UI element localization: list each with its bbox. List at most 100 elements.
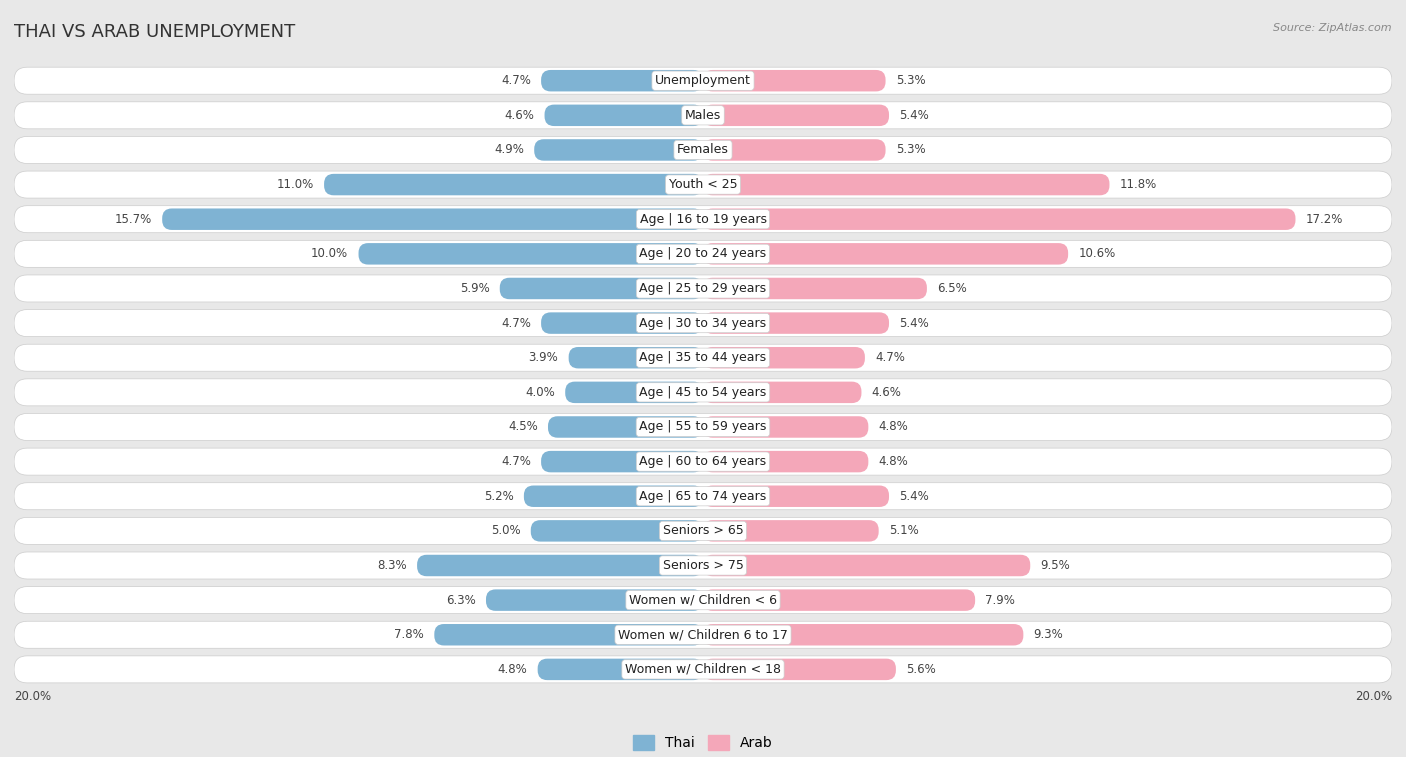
FancyBboxPatch shape [14, 621, 1392, 648]
Text: 7.9%: 7.9% [986, 593, 1015, 606]
Text: Age | 25 to 29 years: Age | 25 to 29 years [640, 282, 766, 295]
FancyBboxPatch shape [703, 208, 1295, 230]
FancyBboxPatch shape [14, 310, 1392, 337]
Text: Age | 60 to 64 years: Age | 60 to 64 years [640, 455, 766, 468]
FancyBboxPatch shape [703, 278, 927, 299]
FancyBboxPatch shape [703, 485, 889, 507]
Text: Youth < 25: Youth < 25 [669, 178, 737, 191]
FancyBboxPatch shape [14, 448, 1392, 475]
FancyBboxPatch shape [486, 590, 703, 611]
Text: 8.3%: 8.3% [377, 559, 406, 572]
FancyBboxPatch shape [524, 485, 703, 507]
Text: 17.2%: 17.2% [1306, 213, 1343, 226]
FancyBboxPatch shape [14, 206, 1392, 232]
Text: 6.3%: 6.3% [446, 593, 475, 606]
FancyBboxPatch shape [703, 104, 889, 126]
Text: 4.8%: 4.8% [879, 420, 908, 434]
Text: 5.0%: 5.0% [491, 525, 520, 537]
Text: Women w/ Children < 6: Women w/ Children < 6 [628, 593, 778, 606]
FancyBboxPatch shape [162, 208, 703, 230]
FancyBboxPatch shape [14, 240, 1392, 267]
Text: 7.8%: 7.8% [394, 628, 425, 641]
FancyBboxPatch shape [14, 136, 1392, 164]
FancyBboxPatch shape [703, 347, 865, 369]
Text: Females: Females [678, 143, 728, 157]
FancyBboxPatch shape [703, 313, 889, 334]
Text: 10.6%: 10.6% [1078, 248, 1116, 260]
Text: Unemployment: Unemployment [655, 74, 751, 87]
Text: 5.4%: 5.4% [900, 490, 929, 503]
FancyBboxPatch shape [541, 451, 703, 472]
Text: 5.4%: 5.4% [900, 109, 929, 122]
Text: 4.6%: 4.6% [505, 109, 534, 122]
FancyBboxPatch shape [14, 413, 1392, 441]
Text: 20.0%: 20.0% [14, 690, 51, 703]
Text: 4.0%: 4.0% [524, 386, 555, 399]
FancyBboxPatch shape [534, 139, 703, 160]
Text: 4.6%: 4.6% [872, 386, 901, 399]
FancyBboxPatch shape [703, 174, 1109, 195]
FancyBboxPatch shape [14, 587, 1392, 614]
FancyBboxPatch shape [14, 517, 1392, 544]
FancyBboxPatch shape [14, 378, 1392, 406]
Text: 4.8%: 4.8% [498, 663, 527, 676]
Text: 20.0%: 20.0% [1355, 690, 1392, 703]
Legend: Thai, Arab: Thai, Arab [627, 730, 779, 755]
FancyBboxPatch shape [418, 555, 703, 576]
Text: 5.3%: 5.3% [896, 143, 925, 157]
FancyBboxPatch shape [541, 313, 703, 334]
Text: 5.3%: 5.3% [896, 74, 925, 87]
Text: 11.8%: 11.8% [1119, 178, 1157, 191]
Text: 4.7%: 4.7% [501, 74, 531, 87]
Text: 9.3%: 9.3% [1033, 628, 1063, 641]
Text: Age | 30 to 34 years: Age | 30 to 34 years [640, 316, 766, 329]
FancyBboxPatch shape [703, 243, 1069, 265]
Text: 15.7%: 15.7% [115, 213, 152, 226]
Text: 4.8%: 4.8% [879, 455, 908, 468]
Text: Age | 65 to 74 years: Age | 65 to 74 years [640, 490, 766, 503]
FancyBboxPatch shape [565, 382, 703, 403]
Text: 4.7%: 4.7% [501, 316, 531, 329]
FancyBboxPatch shape [703, 624, 1024, 646]
FancyBboxPatch shape [703, 382, 862, 403]
Text: 5.6%: 5.6% [907, 663, 936, 676]
Text: 4.5%: 4.5% [508, 420, 537, 434]
FancyBboxPatch shape [703, 70, 886, 92]
Text: Age | 55 to 59 years: Age | 55 to 59 years [640, 420, 766, 434]
FancyBboxPatch shape [703, 451, 869, 472]
FancyBboxPatch shape [14, 552, 1392, 579]
Text: 4.7%: 4.7% [875, 351, 905, 364]
Text: Source: ZipAtlas.com: Source: ZipAtlas.com [1274, 23, 1392, 33]
Text: 11.0%: 11.0% [277, 178, 314, 191]
FancyBboxPatch shape [703, 555, 1031, 576]
Text: Women w/ Children < 18: Women w/ Children < 18 [626, 663, 780, 676]
Text: 6.5%: 6.5% [938, 282, 967, 295]
Text: Age | 35 to 44 years: Age | 35 to 44 years [640, 351, 766, 364]
FancyBboxPatch shape [537, 659, 703, 680]
Text: Age | 20 to 24 years: Age | 20 to 24 years [640, 248, 766, 260]
FancyBboxPatch shape [703, 520, 879, 541]
Text: THAI VS ARAB UNEMPLOYMENT: THAI VS ARAB UNEMPLOYMENT [14, 23, 295, 41]
FancyBboxPatch shape [703, 139, 886, 160]
FancyBboxPatch shape [531, 520, 703, 541]
FancyBboxPatch shape [14, 275, 1392, 302]
Text: 4.9%: 4.9% [494, 143, 524, 157]
Text: 5.9%: 5.9% [460, 282, 489, 295]
Text: Seniors > 75: Seniors > 75 [662, 559, 744, 572]
FancyBboxPatch shape [548, 416, 703, 438]
FancyBboxPatch shape [14, 483, 1392, 509]
Text: 9.5%: 9.5% [1040, 559, 1070, 572]
Text: 5.4%: 5.4% [900, 316, 929, 329]
FancyBboxPatch shape [14, 67, 1392, 94]
FancyBboxPatch shape [568, 347, 703, 369]
Text: Age | 45 to 54 years: Age | 45 to 54 years [640, 386, 766, 399]
Text: Males: Males [685, 109, 721, 122]
FancyBboxPatch shape [14, 656, 1392, 683]
FancyBboxPatch shape [703, 590, 976, 611]
FancyBboxPatch shape [14, 344, 1392, 371]
FancyBboxPatch shape [359, 243, 703, 265]
FancyBboxPatch shape [703, 659, 896, 680]
Text: 3.9%: 3.9% [529, 351, 558, 364]
FancyBboxPatch shape [323, 174, 703, 195]
Text: Seniors > 65: Seniors > 65 [662, 525, 744, 537]
